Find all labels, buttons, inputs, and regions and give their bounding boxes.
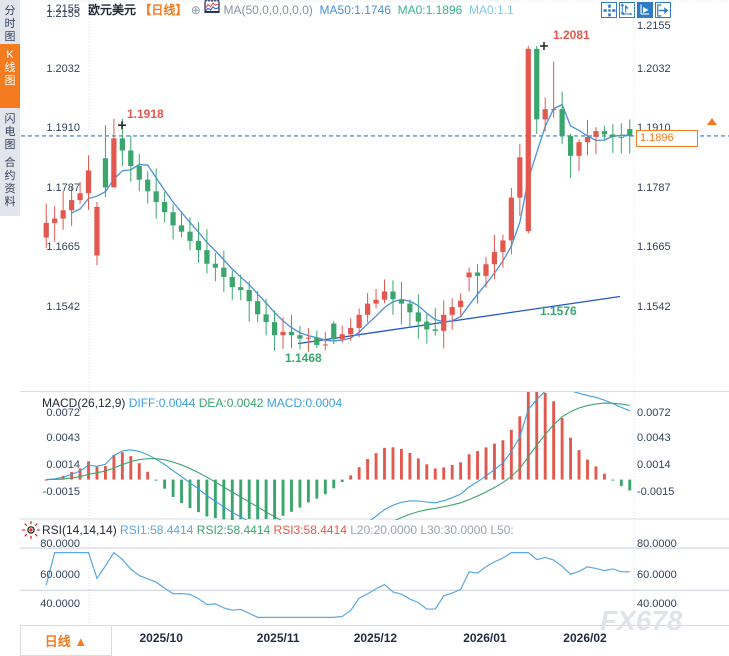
svg-text:1.1576: 1.1576 — [540, 304, 577, 318]
svg-text:1.1918: 1.1918 — [127, 107, 164, 121]
svg-text:1.2081: 1.2081 — [553, 28, 590, 42]
svg-text:1.1468: 1.1468 — [285, 351, 322, 365]
